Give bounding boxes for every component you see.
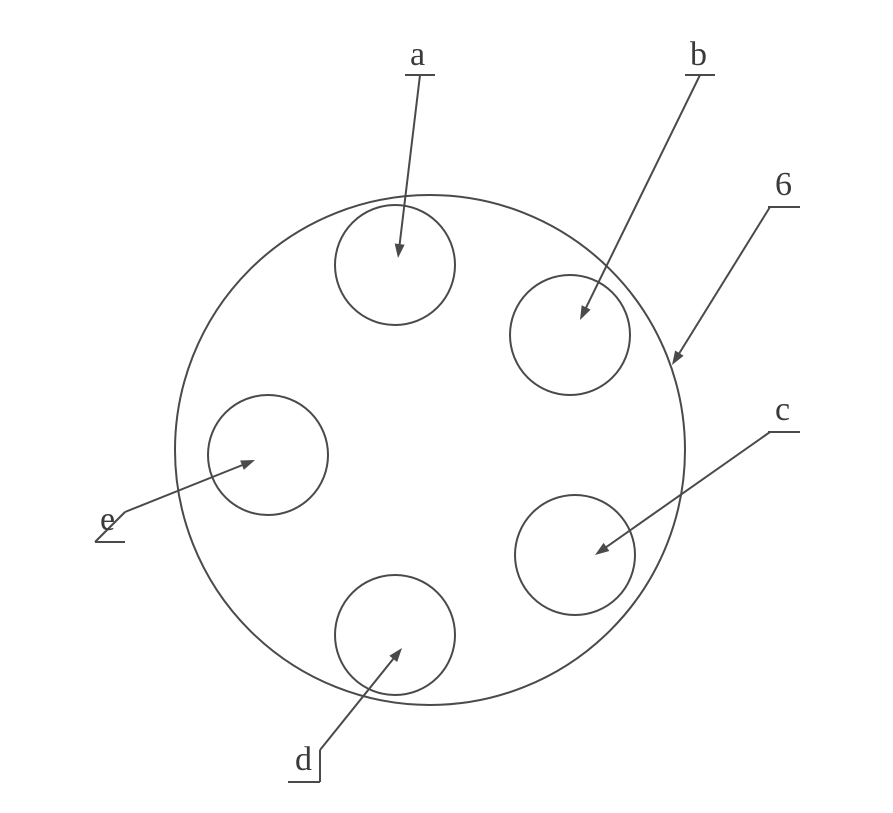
background [0, 0, 893, 813]
diagram-svg: a b 6 c d e [0, 0, 893, 813]
label-e: e [100, 501, 115, 538]
label-d: d [295, 741, 312, 778]
label-c: c [775, 391, 790, 428]
label-six: 6 [775, 166, 792, 203]
label-a: a [410, 36, 425, 73]
label-b: b [690, 36, 707, 73]
